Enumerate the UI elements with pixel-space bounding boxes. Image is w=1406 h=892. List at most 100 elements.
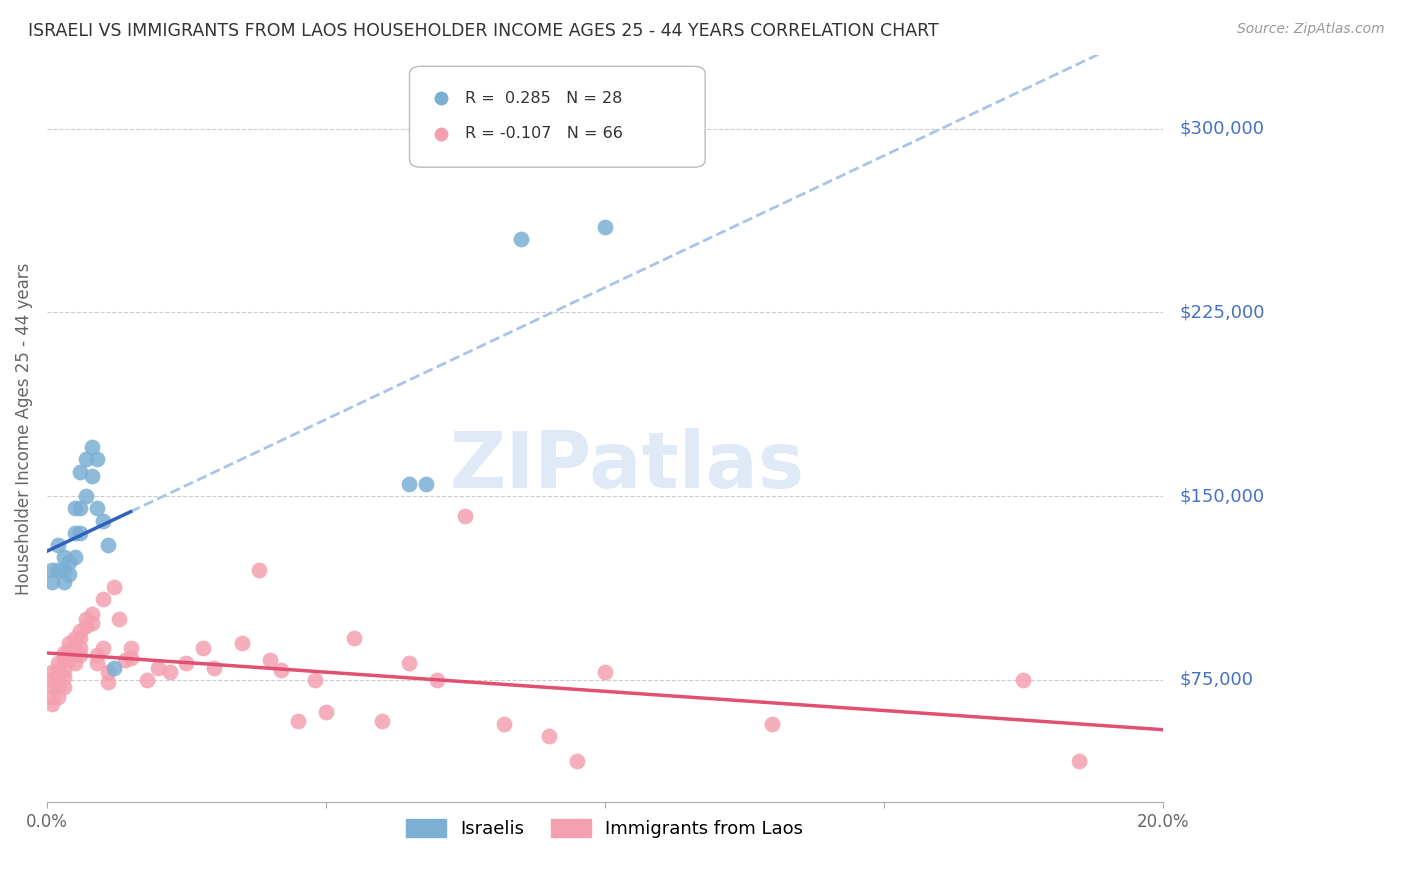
Point	[91, 591, 114, 606]
Point	[52, 680, 75, 694]
Point	[537, 729, 560, 743]
Point	[97, 538, 120, 552]
Point	[304, 673, 326, 687]
Point	[191, 640, 214, 655]
Point	[80, 616, 103, 631]
Point	[97, 665, 120, 680]
Point	[103, 660, 125, 674]
Point	[287, 714, 309, 729]
Point	[426, 673, 449, 687]
Point	[80, 440, 103, 454]
FancyBboxPatch shape	[409, 66, 706, 167]
Point	[63, 501, 86, 516]
Point	[41, 680, 63, 694]
Text: $150,000: $150,000	[1180, 487, 1264, 505]
Point	[46, 663, 69, 677]
Point	[41, 574, 63, 589]
Point	[46, 680, 69, 694]
Point	[46, 538, 69, 552]
Point	[63, 640, 86, 655]
Point	[231, 636, 253, 650]
Point	[52, 646, 75, 660]
Point	[63, 631, 86, 645]
Point	[69, 648, 91, 663]
Point	[52, 653, 75, 667]
Point	[52, 574, 75, 589]
Point	[86, 452, 108, 467]
Point	[398, 656, 420, 670]
Point	[315, 705, 337, 719]
Point	[41, 563, 63, 577]
Point	[343, 631, 366, 645]
Point	[41, 665, 63, 680]
Point	[1067, 754, 1090, 768]
Point	[120, 640, 142, 655]
Point	[58, 636, 80, 650]
Point	[86, 656, 108, 670]
Point	[63, 525, 86, 540]
Text: R =  0.285   N = 28: R = 0.285 N = 28	[465, 91, 623, 106]
Point	[52, 663, 75, 677]
Point	[58, 643, 80, 657]
Y-axis label: Householder Income Ages 25 - 44 years: Householder Income Ages 25 - 44 years	[15, 262, 32, 595]
Point	[58, 653, 80, 667]
Point	[46, 563, 69, 577]
Point	[75, 619, 97, 633]
Point	[136, 673, 159, 687]
Text: R = -0.107   N = 66: R = -0.107 N = 66	[465, 126, 623, 141]
Point	[1012, 673, 1035, 687]
Point	[69, 465, 91, 479]
Point	[63, 656, 86, 670]
Point	[69, 501, 91, 516]
Point	[97, 675, 120, 690]
Point	[75, 611, 97, 625]
Point	[80, 607, 103, 621]
Text: $300,000: $300,000	[1180, 120, 1264, 137]
Point	[80, 469, 103, 483]
Point	[86, 501, 108, 516]
Point	[41, 698, 63, 712]
Point	[510, 232, 533, 246]
Text: $75,000: $75,000	[1180, 671, 1253, 689]
Point	[52, 563, 75, 577]
Text: ZIPatlas: ZIPatlas	[450, 428, 804, 504]
Point	[69, 624, 91, 638]
Point	[69, 640, 91, 655]
Point	[202, 660, 225, 674]
Point	[86, 648, 108, 663]
Point	[108, 611, 131, 625]
Point	[46, 656, 69, 670]
Text: $225,000: $225,000	[1180, 303, 1265, 321]
Point	[565, 754, 588, 768]
Point	[159, 665, 181, 680]
Point	[58, 555, 80, 569]
Point	[103, 580, 125, 594]
Point	[454, 508, 477, 523]
Point	[69, 525, 91, 540]
Point	[176, 656, 198, 670]
Point	[63, 550, 86, 565]
Point	[46, 690, 69, 704]
Point	[415, 476, 437, 491]
Point	[52, 550, 75, 565]
Point	[114, 653, 136, 667]
Point	[270, 663, 292, 677]
Point	[593, 219, 616, 234]
Text: Source: ZipAtlas.com: Source: ZipAtlas.com	[1237, 22, 1385, 37]
Point	[63, 648, 86, 663]
Point	[69, 631, 91, 645]
Point	[41, 673, 63, 687]
Point	[46, 670, 69, 684]
Point	[370, 714, 392, 729]
Point	[593, 665, 616, 680]
Legend: Israelis, Immigrants from Laos: Israelis, Immigrants from Laos	[399, 812, 811, 846]
Point	[247, 563, 270, 577]
Point	[41, 690, 63, 704]
Point	[259, 653, 281, 667]
Point	[761, 717, 783, 731]
Point	[52, 670, 75, 684]
Point	[75, 489, 97, 503]
Point	[75, 452, 97, 467]
Point	[91, 640, 114, 655]
Point	[398, 476, 420, 491]
